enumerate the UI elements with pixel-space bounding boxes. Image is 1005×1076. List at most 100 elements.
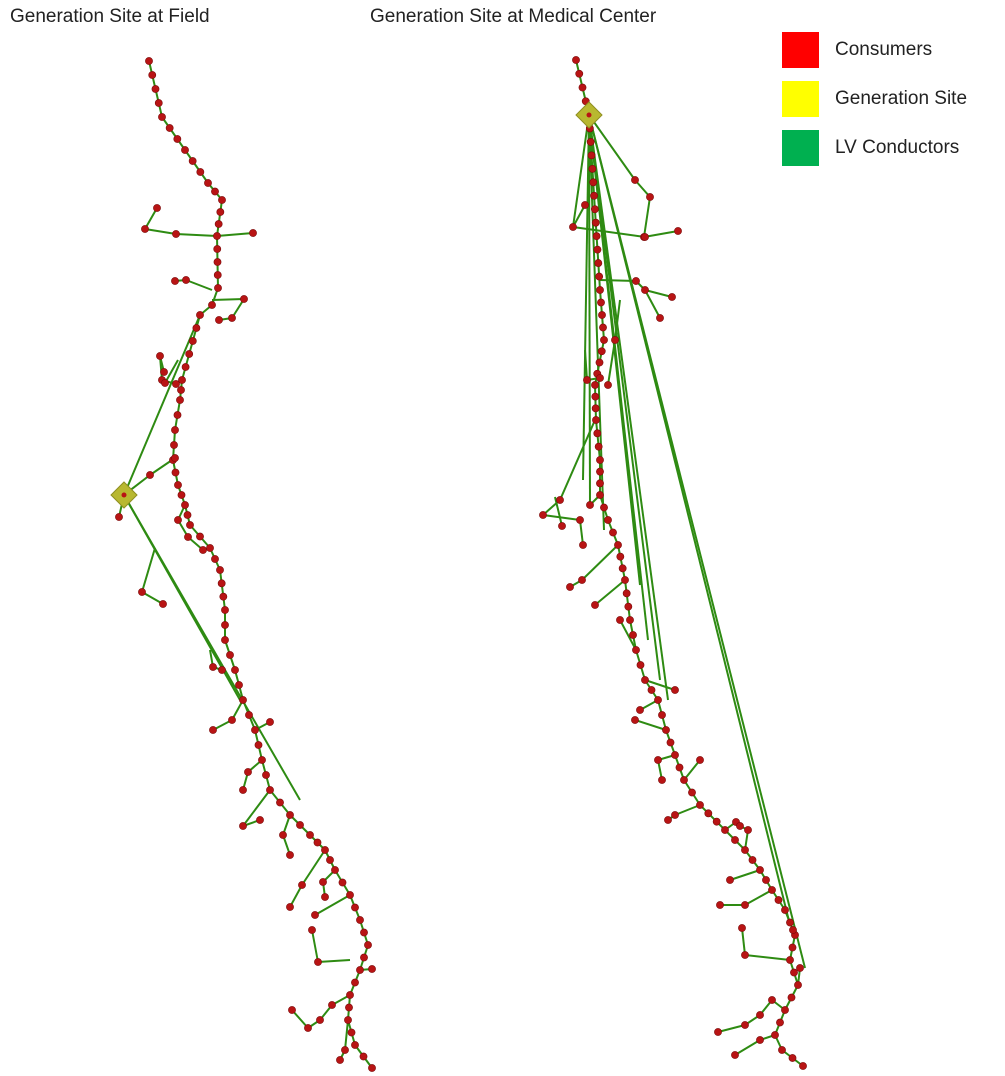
consumer-node: [345, 1003, 353, 1012]
lv-conductor: [344, 1019, 349, 1051]
consumer-node: [286, 811, 294, 819]
consumer-node: [774, 896, 783, 904]
left-panel-title: Generation Site at Field: [10, 6, 210, 27]
consumer-node: [748, 856, 757, 864]
lv-conductor: [242, 789, 271, 827]
consumer-node: [158, 113, 166, 121]
lv-conductor: [588, 114, 636, 181]
consumer-node: [214, 284, 222, 292]
consumer-node: [344, 1016, 352, 1024]
consumer-node: [671, 811, 679, 819]
consumer-node: [664, 816, 672, 824]
consumer-node: [611, 336, 619, 344]
consumer-node: [115, 513, 123, 521]
consumer-node: [173, 135, 182, 143]
consumer-node: [251, 726, 259, 734]
consumer-node: [704, 809, 713, 818]
consumer-node: [328, 1001, 336, 1009]
lv-conductor: [594, 579, 626, 606]
lv-conductor: [291, 1009, 309, 1029]
consumer-node: [245, 711, 253, 719]
consumer-node: [581, 201, 589, 209]
consumer-node: [214, 220, 223, 228]
consumer-node: [286, 903, 294, 911]
consumer-node: [647, 686, 656, 694]
consumer-node: [631, 176, 639, 184]
consumer-node: [304, 1024, 312, 1032]
consumer-node: [146, 471, 154, 479]
legend-item-generation-site: Generation Site: [782, 81, 967, 117]
consumer-node: [279, 831, 287, 839]
lv-conductor: [572, 204, 586, 228]
consumer-node: [316, 1016, 324, 1024]
consumer-node: [235, 681, 243, 689]
consumer-nodes: [539, 56, 807, 1070]
consumer-node: [600, 336, 608, 344]
consumer-node: [221, 606, 229, 614]
legend-label-lv-conductors: LV Conductors: [835, 137, 960, 158]
consumer-node: [741, 846, 749, 854]
consumer-node: [618, 564, 627, 573]
consumer-node: [211, 187, 219, 196]
consumer-node: [666, 738, 675, 747]
lv-conductor: [674, 804, 701, 816]
consumer-node: [794, 981, 802, 989]
consumer-node: [266, 786, 274, 794]
consumer-node: [171, 277, 179, 285]
consumer-node: [359, 1052, 368, 1061]
consumer-node: [216, 208, 225, 216]
consumer-node: [587, 151, 596, 160]
consumer-node: [182, 276, 190, 284]
consumer-node: [596, 479, 604, 488]
consumer-node: [590, 191, 598, 200]
consumer-node: [319, 878, 327, 886]
lv-conductor: [619, 619, 637, 651]
consumer-node: [192, 324, 201, 332]
consumer-node: [588, 164, 597, 173]
consumer-node: [596, 374, 604, 382]
consumer-node: [556, 496, 564, 504]
consumer-node: [321, 893, 329, 901]
consumer-node: [262, 771, 270, 779]
consumer-node: [600, 503, 608, 512]
consumer-node: [171, 454, 179, 462]
lv-conductor: [588, 114, 649, 641]
consumer-node: [738, 924, 746, 932]
consumer-node: [609, 528, 617, 537]
consumer-node: [696, 756, 704, 764]
right-network: [539, 56, 807, 1070]
consumer-node: [786, 918, 794, 927]
lv-conductor: [216, 232, 254, 237]
lv-conductor: [634, 719, 667, 731]
consumer-node: [211, 555, 219, 563]
consumer-node: [626, 616, 634, 624]
lv-conductor: [581, 544, 619, 581]
consumer-node: [539, 511, 547, 519]
consumer-node: [254, 741, 263, 749]
consumer-node: [762, 876, 770, 884]
consumer-node: [141, 225, 149, 233]
consumer-node: [176, 396, 184, 404]
consumer-node: [368, 1064, 376, 1072]
consumer-node: [744, 826, 752, 834]
consumer-node: [219, 592, 228, 601]
consumer-node: [213, 258, 222, 266]
consumer-node: [599, 323, 607, 332]
legend-swatch-generation-site: [782, 81, 819, 117]
consumer-node: [181, 146, 189, 154]
consumer-node: [173, 411, 182, 419]
consumer-node: [266, 718, 274, 726]
consumer-node: [356, 916, 364, 924]
consumer-node: [218, 196, 226, 204]
consumer-node: [188, 157, 197, 165]
lv-conductor: [644, 289, 661, 319]
consumer-node: [351, 903, 359, 912]
lv-conductor: [734, 1039, 761, 1056]
consumer-node: [616, 552, 625, 561]
lv-conductor: [542, 514, 581, 521]
lv-conductor: [185, 279, 213, 291]
legend-swatch-lv-conductors: [782, 130, 819, 166]
consumer-node: [624, 602, 633, 611]
consumer-node: [675, 763, 684, 772]
consumer-node: [771, 1031, 779, 1039]
